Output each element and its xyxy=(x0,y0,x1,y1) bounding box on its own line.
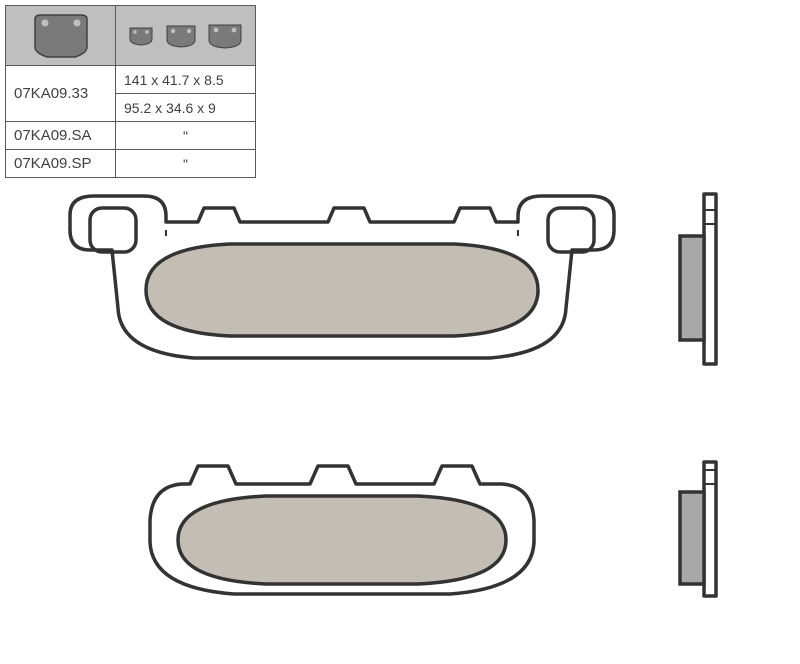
table-row: 07KA09.SP " xyxy=(6,150,256,178)
dimensions: 141 x 41.7 x 8.5 xyxy=(116,66,256,94)
dimensions-ditto: " xyxy=(116,150,256,178)
small-pad-side xyxy=(680,462,716,596)
part-code: 07KA09.SP xyxy=(6,150,116,178)
icon-pad-set xyxy=(116,6,256,66)
table-row: 07KA09.33 141 x 41.7 x 8.5 xyxy=(6,66,256,94)
part-code: 07KA09.33 xyxy=(6,66,116,122)
icon-pad-main xyxy=(6,6,116,66)
part-code: 07KA09.SA xyxy=(6,122,116,150)
spec-table: 07KA09.33 141 x 41.7 x 8.5 95.2 x 34.6 x… xyxy=(5,5,256,178)
dimensions: 95.2 x 34.6 x 9 xyxy=(116,94,256,122)
dimensions-ditto: " xyxy=(116,122,256,150)
table-row: 07KA09.SA " xyxy=(6,122,256,150)
small-pad-face xyxy=(150,466,534,594)
brake-pad-drawing: .st { fill:none; stroke:#333333; stroke-… xyxy=(0,180,800,660)
large-pad-side xyxy=(680,194,716,364)
large-pad-face xyxy=(70,196,614,358)
